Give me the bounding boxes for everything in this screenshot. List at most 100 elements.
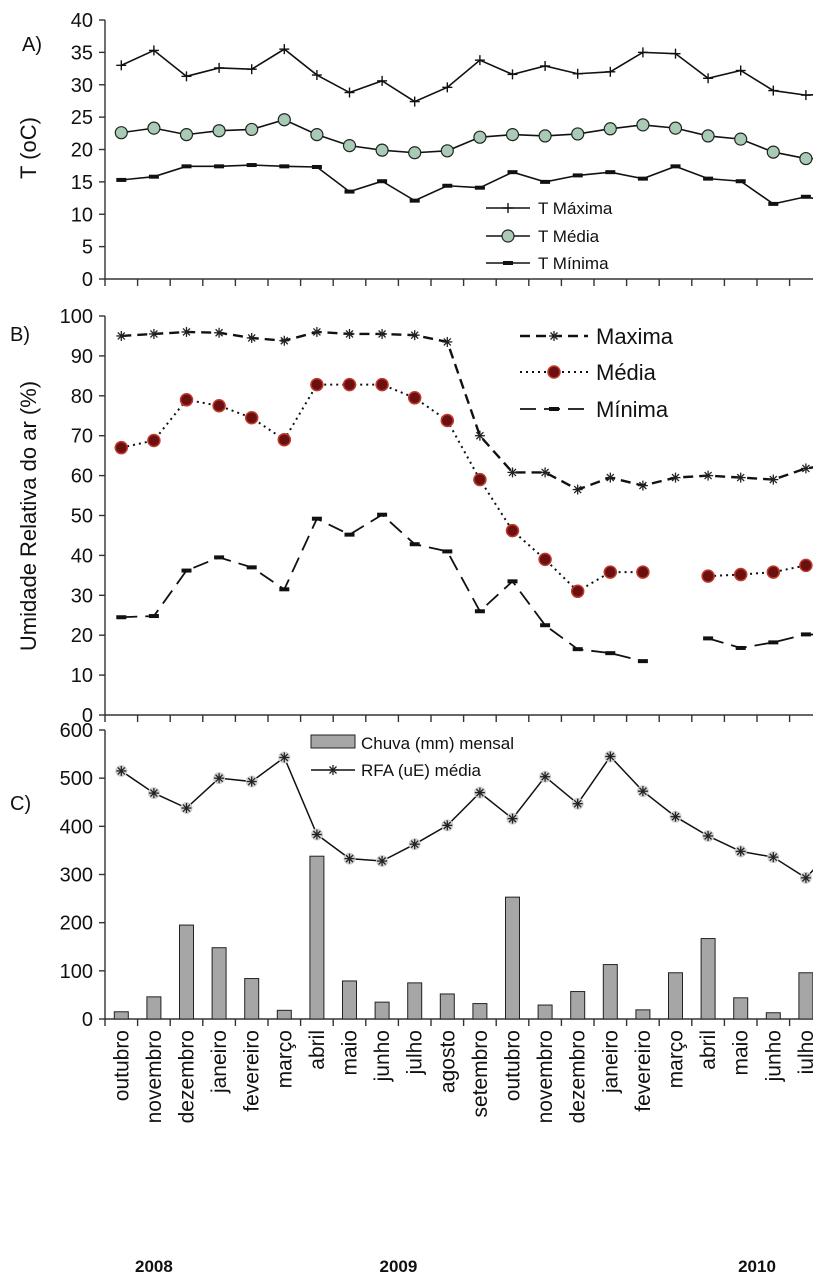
tmed-point bbox=[701, 129, 715, 143]
tmin-point bbox=[246, 163, 257, 168]
rain-bar bbox=[342, 980, 357, 1020]
rain-bar bbox=[276, 1009, 292, 1020]
tmin-point bbox=[116, 177, 127, 182]
tmin-line bbox=[121, 164, 813, 205]
year-label: 2008 bbox=[135, 1257, 173, 1276]
x-category-label: dezembro bbox=[567, 1030, 590, 1123]
rain-bar bbox=[309, 855, 325, 1020]
rhmed-line bbox=[121, 383, 643, 593]
tmed-point bbox=[668, 121, 683, 135]
rhmin-point bbox=[703, 636, 714, 641]
tmin-point bbox=[181, 164, 192, 169]
rhmed-point bbox=[570, 584, 585, 599]
x-category-label: julho bbox=[795, 1030, 813, 1075]
tmed-point bbox=[310, 128, 324, 142]
rain-bar bbox=[113, 1011, 129, 1020]
rhmed-point bbox=[766, 565, 781, 579]
x-category-label: outubro bbox=[110, 1030, 133, 1101]
rain-bar bbox=[439, 993, 455, 1020]
x-category-label: setembro bbox=[469, 1030, 492, 1118]
rain-bar bbox=[472, 1003, 488, 1020]
tmed-point bbox=[766, 145, 780, 159]
tmed-point bbox=[571, 127, 585, 141]
year-label: 2010 bbox=[738, 1257, 776, 1276]
x-category-label: março bbox=[273, 1030, 296, 1088]
panel-b-y-tick-label: 50 bbox=[71, 506, 93, 528]
rain-bar bbox=[798, 972, 813, 1020]
rain-bar bbox=[668, 972, 683, 1020]
panel-c-y-tick-label: 400 bbox=[60, 816, 93, 838]
tmin-point bbox=[703, 176, 714, 181]
tmin-point bbox=[572, 173, 583, 178]
rhmin-point bbox=[181, 568, 192, 573]
legend-c-bar-swatch bbox=[310, 734, 356, 749]
rain-bar bbox=[505, 896, 520, 1020]
legend-b-label: Maxima bbox=[596, 324, 674, 349]
x-category-label: fevereiro bbox=[632, 1030, 655, 1112]
rhmin-line bbox=[707, 633, 813, 649]
x-category-label: agosto bbox=[436, 1030, 459, 1093]
tmin-point bbox=[540, 179, 551, 184]
rhmin-point bbox=[442, 549, 453, 554]
panel-c-y-tick-label: 500 bbox=[60, 768, 93, 790]
tmed-point bbox=[505, 128, 520, 142]
panel-c-chart: C) 0 100 200 300 400 500 600 Chuva (mm) mensal… bbox=[10, 720, 813, 1276]
rhmin-point bbox=[572, 647, 583, 652]
rhmed-point bbox=[114, 440, 129, 455]
tmed-point bbox=[342, 139, 357, 153]
tmin-point bbox=[148, 174, 159, 179]
tmed-point bbox=[277, 113, 291, 127]
tmed-point bbox=[408, 146, 422, 160]
rhmin-point bbox=[540, 623, 551, 628]
legend-a-marker bbox=[503, 261, 513, 265]
rhmed-point bbox=[701, 569, 715, 583]
rhmed-point bbox=[799, 558, 813, 573]
tmin-point bbox=[670, 164, 681, 169]
x-category-label: abril bbox=[697, 1030, 720, 1070]
rain-bar bbox=[374, 1001, 390, 1020]
x-category-label: janeiro bbox=[208, 1030, 231, 1094]
legend-b-label: Média bbox=[596, 360, 657, 385]
rhmed-point bbox=[473, 472, 487, 487]
tmin-point bbox=[311, 164, 322, 169]
tmin-point bbox=[605, 170, 616, 175]
rhmed-point bbox=[147, 433, 161, 448]
rhmin-point bbox=[116, 615, 127, 620]
rhmin-point bbox=[148, 614, 159, 619]
year-label: 2009 bbox=[379, 1257, 417, 1276]
panel-b-y-tick-label: 70 bbox=[71, 426, 93, 448]
x-category-label: dezembro bbox=[176, 1030, 199, 1123]
rhmin-point bbox=[474, 609, 485, 614]
x-category-label: maio bbox=[339, 1030, 362, 1076]
panel-c-legend: Chuva (mm) mensal RFA (uE) média bbox=[310, 734, 514, 780]
rhmin-point bbox=[344, 532, 355, 537]
rhmed-point bbox=[538, 552, 552, 567]
panel-c-y-tick-label: 0 bbox=[82, 1009, 93, 1031]
tmin-point bbox=[637, 176, 648, 181]
panel-a-y-tick-label: 5 bbox=[82, 237, 93, 259]
legend-b-label: Mínima bbox=[596, 397, 669, 422]
legend-b-marker bbox=[547, 365, 561, 379]
rhmed-point bbox=[636, 565, 650, 579]
tmed-point bbox=[179, 128, 194, 142]
panel-c-label: C) bbox=[10, 793, 31, 815]
tmin-point bbox=[507, 170, 518, 175]
legend-b-marker bbox=[549, 407, 559, 411]
panel-b-y-tick-label: 100 bbox=[60, 306, 93, 328]
panel-a-y-tick-label: 10 bbox=[71, 204, 93, 226]
tmed-point bbox=[636, 118, 650, 132]
tmed-point bbox=[114, 126, 128, 140]
x-category-label: maio bbox=[730, 1030, 753, 1076]
legend-a-label: T Média bbox=[538, 227, 600, 246]
tmin-point bbox=[735, 179, 746, 184]
legend-a-label: T Máxima bbox=[538, 199, 613, 218]
rhmin-point bbox=[605, 651, 616, 656]
rhmin-line bbox=[121, 513, 644, 663]
tmin-point bbox=[768, 201, 779, 206]
panel-a-y-tick-label: 30 bbox=[71, 75, 93, 97]
rhmin-point bbox=[507, 579, 518, 584]
rain-bar bbox=[733, 997, 749, 1020]
x-category-label: julho bbox=[404, 1030, 427, 1075]
rain-bar bbox=[146, 996, 162, 1020]
